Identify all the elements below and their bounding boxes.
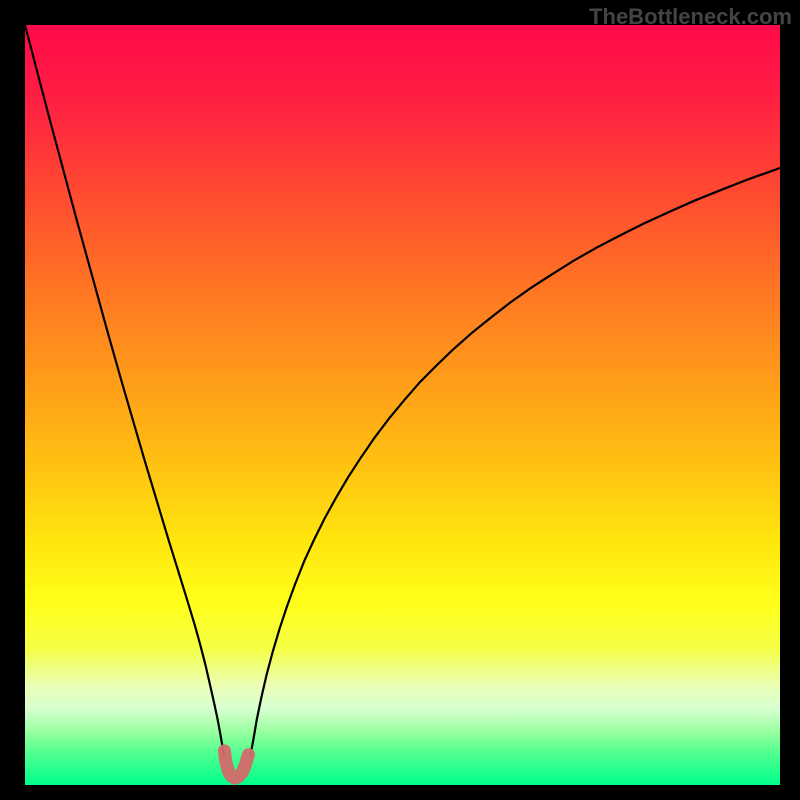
watermark-text: TheBottleneck.com xyxy=(589,4,792,30)
plot-background xyxy=(25,25,780,785)
chart-root: TheBottleneck.com xyxy=(0,0,800,800)
bottleneck-chart xyxy=(0,0,800,800)
